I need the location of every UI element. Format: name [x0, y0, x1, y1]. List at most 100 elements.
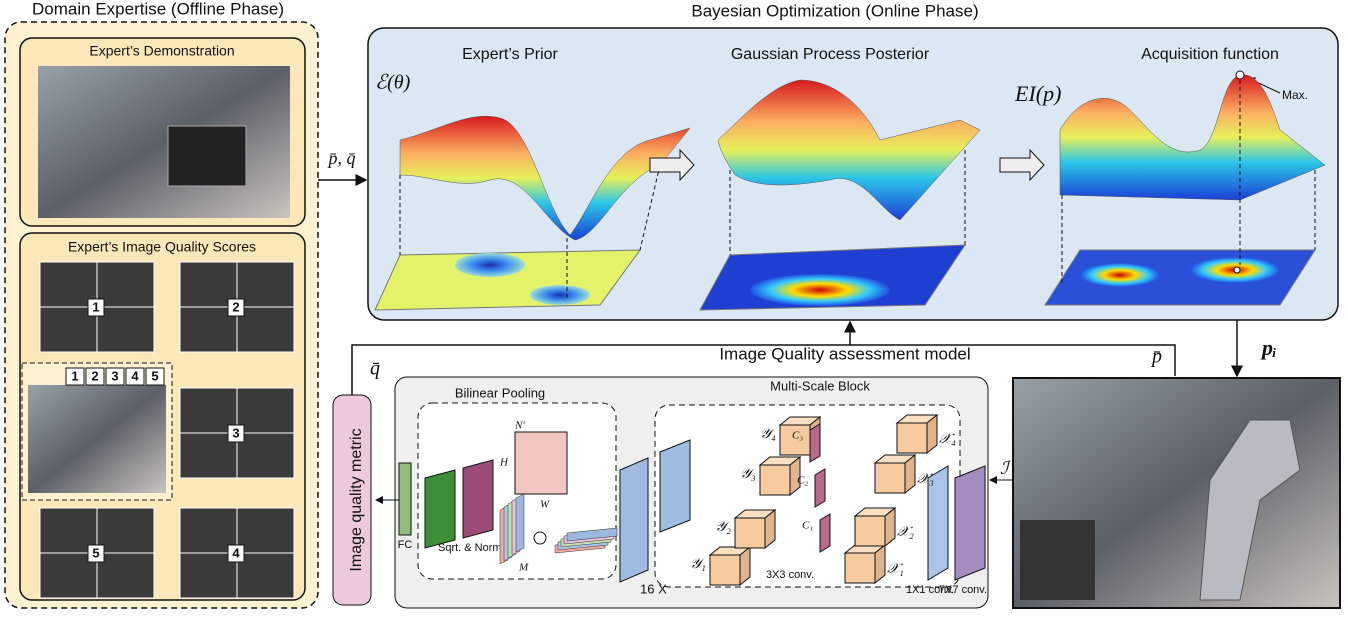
acquisition-surface: [1044, 70, 1326, 306]
score-label: 2: [232, 299, 239, 314]
conv1-label: 1X1 conv.: [906, 584, 954, 596]
score-label: 3: [232, 425, 239, 440]
ultrasound-thumb: [236, 432, 295, 479]
ultrasound-thumb: [96, 507, 155, 554]
score-badge: [227, 298, 245, 317]
score-label: 4: [232, 545, 240, 560]
prior-symbol: ℰ(θ): [375, 72, 411, 94]
online-title: Bayesian Optimization (Online Phase): [691, 1, 978, 20]
score-badge: [227, 544, 245, 563]
feature-stripe: [515, 493, 525, 553]
output-symbol: 𝒴₄: [760, 427, 776, 442]
score-badge: [87, 544, 105, 563]
input-symbol: 𝒳₂: [897, 525, 914, 540]
prior-surface: [374, 115, 691, 311]
feature-cube: [734, 517, 766, 549]
repeat-label: 16 X: [640, 581, 667, 596]
bilinear-title: Bilinear Pooling: [455, 385, 545, 400]
flow-arrow: [999, 148, 1045, 182]
output-symbol: 𝒴₂: [715, 520, 731, 535]
input-symbol: 𝒳₄: [939, 432, 956, 447]
w-symbol: W: [540, 499, 550, 511]
ultrasound-thumb: [96, 261, 155, 308]
feature-cube: [779, 424, 811, 456]
input-symbol: 𝒳₃: [917, 472, 934, 487]
conv-layer: [814, 468, 826, 508]
product-op: [533, 531, 547, 545]
h-symbol: H: [499, 457, 509, 469]
conv3-label: 3X3 conv.: [766, 569, 814, 581]
arrow: [351, 320, 856, 395]
scale-label: 3: [111, 368, 118, 383]
concat-layer: [619, 457, 649, 583]
scale-label: 1: [71, 368, 78, 383]
metric-label: Image quality metric: [348, 428, 365, 571]
scale-label: 4: [131, 368, 139, 383]
sqrt-label: Sqrt. & Norm.: [438, 542, 505, 554]
ultrasound-thumb: [96, 552, 155, 599]
panel-title: Expert’s Prior: [462, 46, 558, 63]
ultrasound-thumb: [236, 507, 295, 554]
conv1-layer: [927, 465, 949, 581]
scores-title: Expert’s Image Quality Scores: [68, 239, 256, 255]
offline-title: Domain Expertise (Offline Phase): [32, 0, 284, 18]
scale-box: [125, 367, 145, 386]
ultrasound-machine: [1020, 520, 1095, 600]
ultrasound-thumb: [236, 306, 295, 353]
demo-monitor: [167, 125, 247, 187]
image-symbol: ℐ: [1000, 458, 1012, 478]
demo-photo: [38, 66, 290, 218]
output-symbol: 𝒴₃: [740, 467, 756, 482]
panel-title: Gaussian Process Posterior: [731, 46, 930, 63]
max-label: Max.: [1282, 88, 1308, 102]
conv7-layer: [954, 465, 986, 581]
sqrt-norm-layer: [424, 469, 456, 549]
scale-label: 2: [91, 368, 98, 383]
scale-box: [85, 367, 105, 386]
outer-product: [514, 431, 568, 495]
input-symbol: 𝒳₁: [887, 562, 904, 577]
scale-box: [65, 367, 85, 386]
concat-layer: [659, 439, 691, 533]
feature-cube: [896, 422, 928, 454]
arrow: [850, 344, 1176, 376]
demo-title: Expert’s Demonstration: [89, 43, 234, 59]
feature-cube: [759, 464, 791, 496]
n-symbol: N′: [514, 420, 525, 432]
ei-symbol: EI(p): [1014, 81, 1061, 106]
conv7-label: 7X7 conv.: [939, 584, 987, 596]
pq-label: p̄, q̄: [327, 148, 356, 168]
flow-arrow: [649, 148, 695, 182]
score-label: 5: [92, 545, 99, 560]
score-badge: [87, 298, 105, 317]
score-label: 1: [92, 299, 99, 314]
p-label: p̄: [1150, 346, 1162, 368]
score-badge: [227, 424, 245, 443]
scale-box: [145, 367, 165, 386]
feature-cube: [874, 462, 906, 494]
feature-cube: [844, 552, 876, 584]
feature-cube: [854, 515, 886, 547]
conv-symbol: C₃: [792, 430, 803, 442]
ultrasound-thumb: [236, 387, 295, 434]
m-symbol: M: [518, 562, 529, 574]
q-label: q̄: [370, 358, 380, 380]
ultrasound-thumb: [236, 552, 295, 599]
fc-layer: [398, 462, 412, 536]
feature-stripe: [566, 527, 618, 542]
projection-lines: [399, 80, 1316, 298]
multiscale-title: Multi-Scale Block: [770, 378, 870, 393]
panel-title: Acquisition function: [1141, 46, 1279, 63]
fc-label: FC: [398, 539, 413, 551]
bilinear-layer: [462, 459, 494, 539]
pi-label: pᵢ: [1260, 335, 1277, 360]
output-symbol: 𝒴₁: [690, 557, 706, 572]
ultrasound-thumb: [236, 261, 295, 308]
ultrasound-thumb: [96, 306, 155, 353]
conv-layer: [819, 513, 831, 553]
feature-cube: [709, 554, 741, 586]
conv-layer: [809, 423, 821, 463]
iqa-title: Image Quality assessment model: [719, 344, 970, 363]
scale-label: 5: [151, 368, 158, 383]
